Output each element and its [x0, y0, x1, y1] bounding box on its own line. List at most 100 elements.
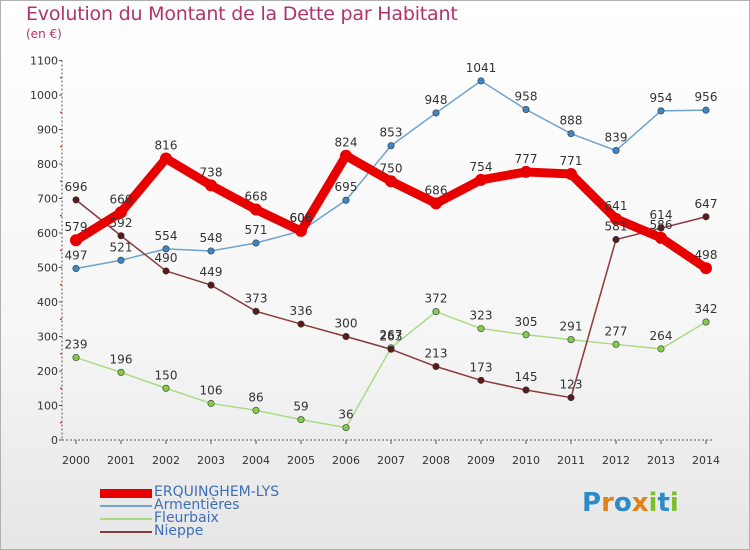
data-point	[477, 325, 485, 333]
data-label: 606	[290, 211, 313, 225]
data-label: 614	[650, 208, 673, 222]
data-point	[162, 245, 170, 253]
y-tick-label: 300	[37, 331, 58, 344]
data-label: 291	[560, 320, 583, 334]
data-point	[702, 213, 710, 221]
data-point	[387, 345, 395, 353]
data-label: 196	[110, 352, 133, 366]
x-tick-label: 2007	[377, 454, 405, 467]
data-label: 777	[515, 152, 538, 166]
x-tick-label: 2014	[692, 454, 720, 467]
data-label: 647	[695, 197, 718, 211]
data-point	[657, 107, 665, 115]
data-point	[477, 376, 485, 384]
data-point	[432, 308, 440, 316]
data-point	[250, 203, 262, 216]
logo-letter: t	[657, 488, 670, 518]
data-point	[700, 262, 712, 275]
data-label: 738	[200, 165, 223, 179]
logo-letter: o	[613, 488, 632, 518]
unit-label: (en €)	[26, 27, 62, 41]
legend-item: Fleurbaix	[100, 510, 350, 526]
data-point	[342, 424, 350, 432]
y-tick-label: 700	[37, 193, 58, 206]
x-tick-label: 2006	[332, 454, 360, 467]
data-point	[117, 232, 125, 240]
data-label: 954	[650, 91, 673, 105]
data-label: 213	[425, 347, 448, 361]
data-point	[72, 196, 80, 204]
data-label: 264	[650, 329, 673, 343]
data-point	[295, 224, 307, 237]
data-label: 36	[338, 408, 353, 422]
data-point	[385, 175, 397, 188]
data-point	[432, 109, 440, 117]
data-label: 958	[515, 89, 538, 103]
data-label: 750	[380, 161, 403, 175]
data-label: 372	[425, 292, 448, 306]
x-tick-label: 2004	[242, 454, 270, 467]
x-tick-label: 2002	[152, 454, 180, 467]
data-label: 948	[425, 93, 448, 107]
legend-swatch	[100, 488, 152, 498]
data-label: 86	[248, 390, 263, 404]
data-point	[207, 247, 215, 255]
x-tick-label: 2010	[512, 454, 540, 467]
data-label: 490	[155, 251, 178, 265]
data-point	[477, 77, 485, 85]
y-tick-label: 0	[51, 434, 58, 447]
logo-letter: r	[601, 488, 614, 518]
y-tick-label: 600	[37, 227, 58, 240]
data-label: 173	[470, 360, 493, 374]
data-label: 641	[605, 199, 628, 213]
data-label: 323	[470, 309, 493, 323]
data-label: 686	[425, 183, 448, 197]
data-point	[115, 206, 127, 219]
data-label: 554	[155, 229, 178, 243]
y-tick-label: 900	[37, 124, 58, 137]
x-tick-label: 2012	[602, 454, 630, 467]
data-point	[72, 265, 80, 273]
data-point	[297, 320, 305, 328]
data-label: 521	[110, 240, 133, 254]
data-label: 263	[380, 329, 403, 343]
data-label: 498	[695, 248, 718, 262]
data-point	[387, 142, 395, 150]
y-tick-label: 1000	[30, 89, 58, 102]
data-point	[612, 147, 620, 155]
data-label: 771	[560, 154, 583, 168]
data-label: 956	[695, 90, 718, 104]
data-point	[565, 168, 577, 181]
data-point	[342, 332, 350, 340]
chart-title: Evolution du Montant de la Dette par Hab…	[26, 3, 458, 25]
data-point	[702, 106, 710, 114]
data-label: 123	[560, 378, 583, 392]
data-label: 336	[290, 304, 313, 318]
data-point	[205, 179, 217, 192]
data-point	[610, 212, 622, 225]
x-tick-label: 2009	[467, 454, 495, 467]
x-tick-label: 2000	[62, 454, 90, 467]
data-label: 668	[245, 190, 268, 204]
data-point	[297, 416, 305, 424]
data-point	[612, 236, 620, 244]
data-label: 695	[335, 180, 358, 194]
data-label: 839	[605, 131, 628, 145]
data-point	[567, 336, 575, 344]
y-tick-label: 500	[37, 262, 58, 275]
data-label: 497	[65, 249, 88, 263]
x-tick-label: 2011	[557, 454, 585, 467]
data-point	[252, 307, 260, 315]
data-label: 305	[515, 315, 538, 329]
x-tick-label: 2003	[197, 454, 225, 467]
data-label: 106	[200, 383, 223, 397]
data-point	[162, 384, 170, 392]
data-point	[612, 340, 620, 348]
x-tick-label: 2008	[422, 454, 450, 467]
data-point	[252, 406, 260, 414]
data-label: 754	[470, 160, 493, 174]
data-point	[252, 239, 260, 247]
data-point	[657, 224, 665, 232]
